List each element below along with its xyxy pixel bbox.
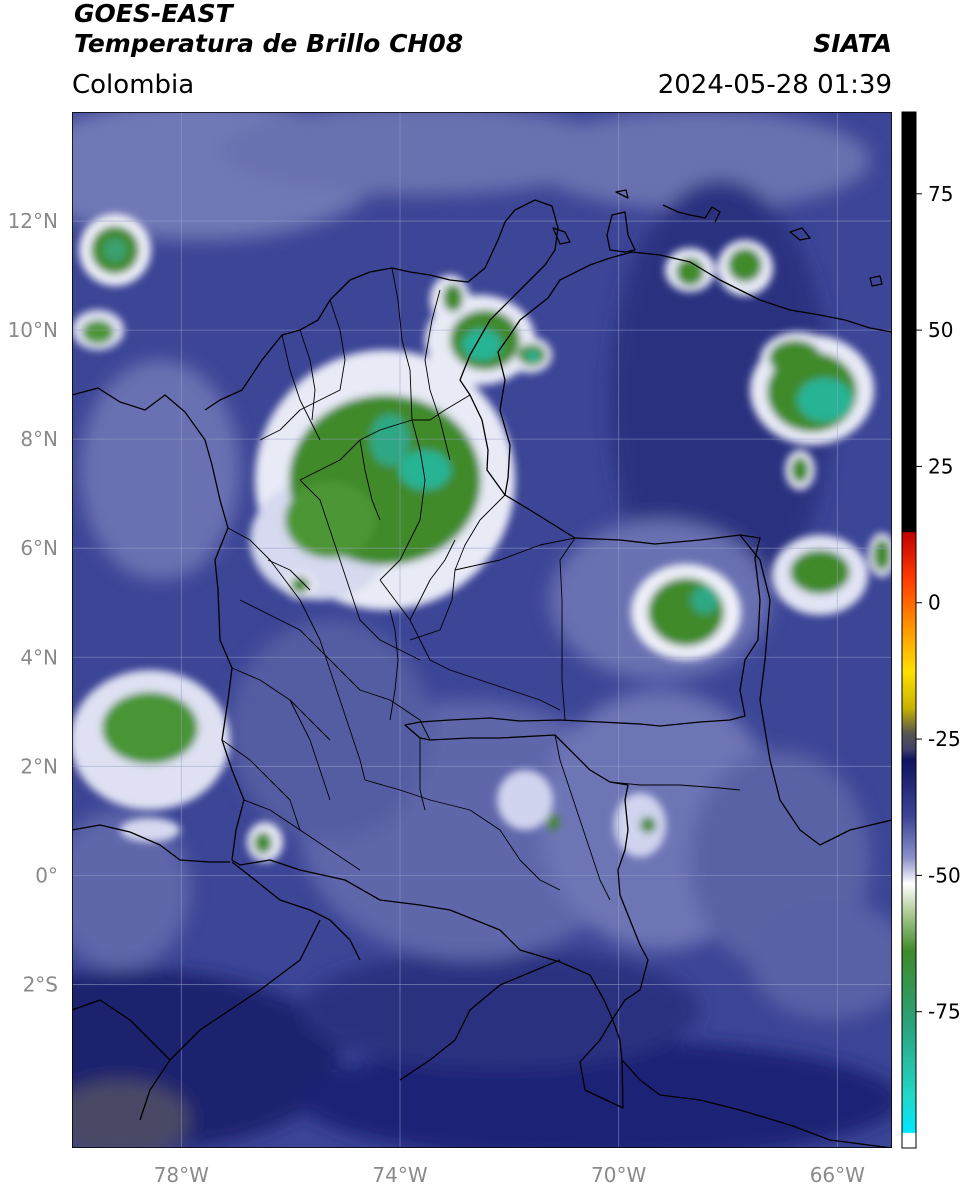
colorbar-gradient [902,112,916,1148]
country-borders [72,189,892,1148]
colorbar-tick-label: -75 [928,1000,961,1024]
satellite-title: GOES-EAST [74,0,233,28]
lat-tick-label: 10°N [8,318,58,342]
lon-tick-label: 66°W [810,1163,865,1187]
cold-cloud-tops [72,214,892,862]
product-title: Temperatura de Brillo CH08 [74,29,464,58]
lon-tick-label: 78°W [154,1163,209,1187]
lat-tick-label: 6°N [20,536,58,560]
lon-tick-label: 74°W [372,1163,427,1187]
colorbar-tick-label: 0 [928,591,941,615]
lat-tick-label: 12°N [8,209,58,233]
region-label: Colombia [72,70,195,100]
colorbar-tick-label: -25 [928,727,961,751]
longitude-tick-labels: 78°W 74°W 70°W 66°W [154,1163,865,1187]
lat-tick-label: 4°N [20,645,58,669]
gridlines [72,112,892,1148]
lat-tick-label: 2°S [23,972,58,996]
colorbar-tick-label: 75 [928,182,953,206]
latitude-tick-labels: 12°N 10°N 8°N 6°N 4°N 2°N 0° 2°S [8,209,58,996]
colorbar-tick-label: 25 [928,454,953,478]
colorbar-tick-labels: 75 50 25 0 -25 -50 -75 [916,182,961,1024]
colorbar-frame [901,111,917,1149]
department-borders [221,267,741,901]
lat-tick-label: 0° [35,863,58,887]
datetime-label: 2024-05-28 01:39 [657,70,892,100]
source-label: SIATA [813,29,892,58]
colorbar: 75 50 25 0 -25 -50 -75 [901,111,961,1149]
colorbar-tick-label: -50 [928,863,961,887]
colorbar-tick-label: 50 [928,318,953,342]
map-plot-area [72,112,892,1148]
lat-tick-label: 2°N [20,754,58,778]
lat-tick-label: 8°N [20,427,58,451]
lon-tick-label: 70°W [591,1163,646,1187]
